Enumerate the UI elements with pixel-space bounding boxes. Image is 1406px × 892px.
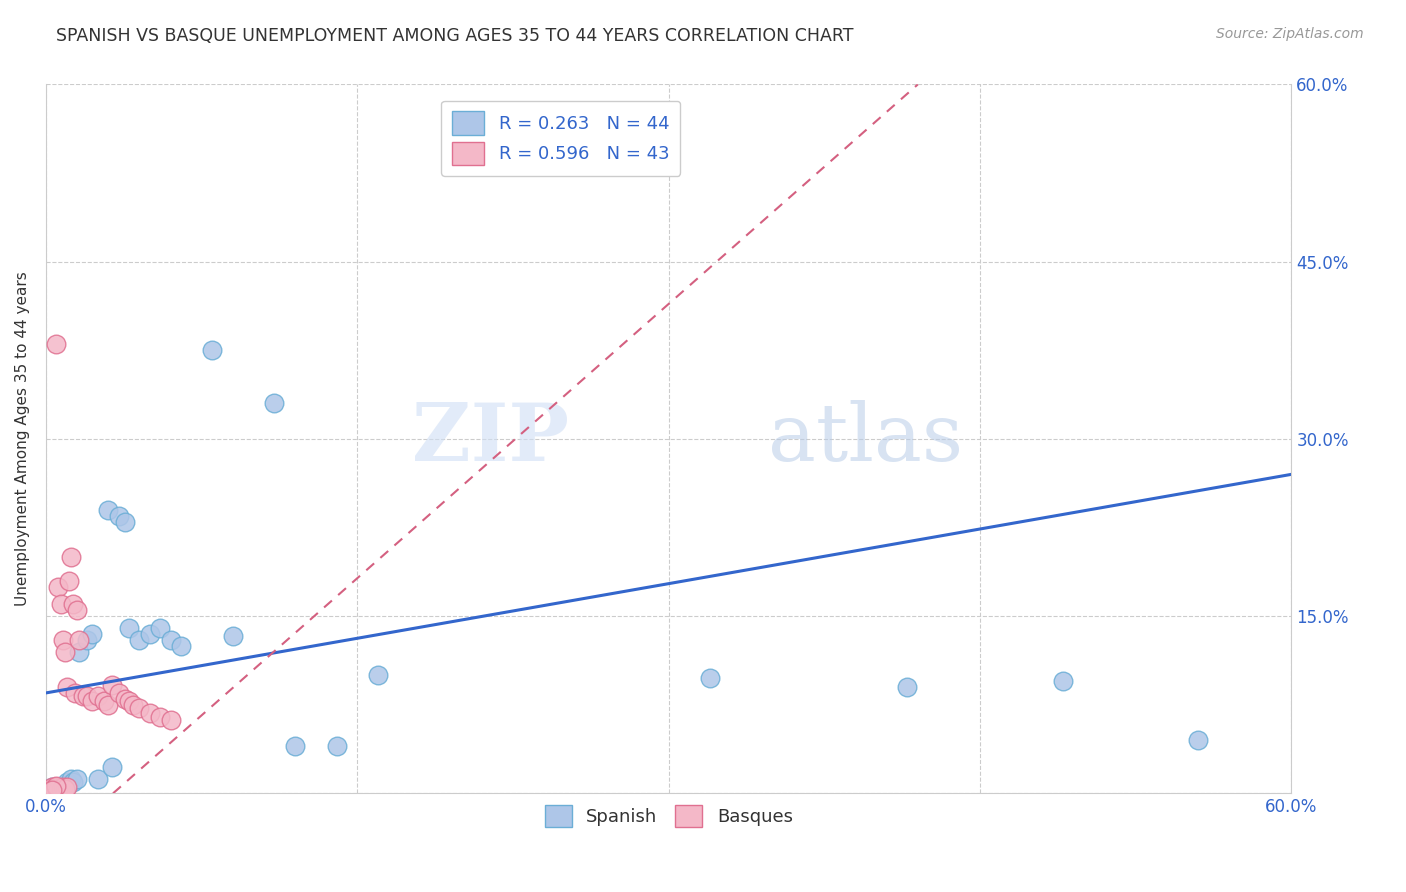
Text: ZIP: ZIP bbox=[412, 400, 569, 478]
Point bbox=[699, 671, 721, 685]
Point bbox=[45, 780, 67, 795]
Point bbox=[39, 782, 62, 797]
Point bbox=[1187, 733, 1209, 747]
Point bbox=[263, 396, 285, 410]
Point bbox=[59, 772, 82, 787]
Point bbox=[53, 644, 76, 658]
Point bbox=[93, 694, 115, 708]
Point bbox=[62, 597, 84, 611]
Point bbox=[49, 597, 72, 611]
Point bbox=[39, 782, 62, 797]
Point bbox=[52, 782, 75, 797]
Point bbox=[896, 680, 918, 694]
Point bbox=[49, 781, 72, 796]
Point bbox=[159, 632, 181, 647]
Point bbox=[149, 709, 172, 723]
Point bbox=[37, 784, 59, 798]
Point bbox=[76, 690, 98, 704]
Point bbox=[55, 780, 77, 795]
Point bbox=[58, 777, 80, 791]
Point bbox=[52, 780, 75, 795]
Point bbox=[139, 706, 162, 720]
Point bbox=[39, 781, 62, 796]
Point bbox=[101, 760, 124, 774]
Point bbox=[67, 632, 90, 647]
Point bbox=[76, 632, 98, 647]
Point bbox=[58, 574, 80, 588]
Point bbox=[114, 691, 136, 706]
Point bbox=[41, 780, 63, 795]
Point bbox=[55, 680, 77, 694]
Point bbox=[41, 782, 63, 797]
Point bbox=[49, 781, 72, 796]
Point bbox=[44, 781, 66, 796]
Point bbox=[128, 632, 150, 647]
Point bbox=[128, 701, 150, 715]
Point bbox=[149, 621, 172, 635]
Point bbox=[41, 780, 63, 795]
Point bbox=[48, 781, 70, 796]
Point bbox=[55, 774, 77, 789]
Point bbox=[53, 781, 76, 796]
Point bbox=[159, 713, 181, 727]
Point bbox=[66, 772, 89, 787]
Point bbox=[63, 686, 86, 700]
Point bbox=[367, 668, 389, 682]
Point bbox=[45, 779, 67, 793]
Point bbox=[48, 580, 70, 594]
Point bbox=[222, 629, 245, 643]
Point bbox=[44, 782, 66, 797]
Point bbox=[201, 343, 224, 358]
Point bbox=[122, 698, 145, 712]
Point bbox=[107, 508, 129, 523]
Point bbox=[97, 698, 120, 712]
Point bbox=[48, 781, 70, 796]
Point bbox=[118, 621, 141, 635]
Point bbox=[45, 780, 67, 795]
Point bbox=[87, 690, 110, 704]
Point bbox=[41, 782, 63, 797]
Point bbox=[37, 782, 59, 797]
Point bbox=[62, 774, 84, 789]
Point bbox=[53, 781, 76, 796]
Point bbox=[118, 694, 141, 708]
Point bbox=[45, 782, 67, 797]
Point bbox=[97, 503, 120, 517]
Text: Source: ZipAtlas.com: Source: ZipAtlas.com bbox=[1216, 27, 1364, 41]
Point bbox=[67, 644, 90, 658]
Point bbox=[325, 739, 347, 753]
Point bbox=[48, 782, 70, 797]
Point bbox=[72, 690, 94, 704]
Point bbox=[80, 694, 103, 708]
Point bbox=[284, 739, 307, 753]
Point bbox=[170, 639, 193, 653]
Text: atlas: atlas bbox=[768, 400, 963, 478]
Point bbox=[44, 781, 66, 796]
Point bbox=[44, 782, 66, 797]
Point bbox=[41, 782, 63, 797]
Point bbox=[139, 627, 162, 641]
Point bbox=[87, 772, 110, 787]
Point bbox=[52, 780, 75, 795]
Point bbox=[114, 515, 136, 529]
Point bbox=[45, 337, 67, 351]
Point bbox=[80, 627, 103, 641]
Point bbox=[1052, 674, 1074, 689]
Text: SPANISH VS BASQUE UNEMPLOYMENT AMONG AGES 35 TO 44 YEARS CORRELATION CHART: SPANISH VS BASQUE UNEMPLOYMENT AMONG AGE… bbox=[56, 27, 853, 45]
Point bbox=[107, 686, 129, 700]
Legend: Spanish, Basques: Spanish, Basques bbox=[537, 797, 800, 834]
Y-axis label: Unemployment Among Ages 35 to 44 years: Unemployment Among Ages 35 to 44 years bbox=[15, 271, 30, 607]
Point bbox=[66, 603, 89, 617]
Point bbox=[101, 678, 124, 692]
Point bbox=[52, 632, 75, 647]
Point bbox=[59, 549, 82, 564]
Point bbox=[39, 781, 62, 796]
Point bbox=[37, 782, 59, 797]
